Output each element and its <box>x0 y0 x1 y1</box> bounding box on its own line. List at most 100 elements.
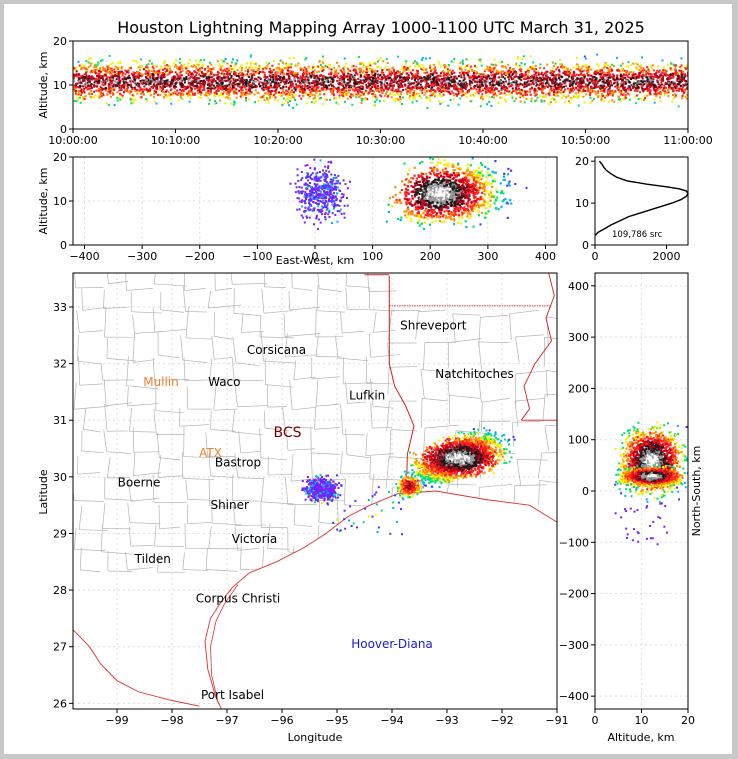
time-height-source <box>190 82 193 85</box>
time-height-source <box>635 102 638 105</box>
time-height-source <box>398 74 401 77</box>
time-height-source <box>281 90 284 93</box>
time-height-source <box>481 82 484 85</box>
time-height-source <box>109 92 112 95</box>
time-height-source <box>74 84 77 87</box>
time-height-source <box>505 94 508 97</box>
time-height-source <box>197 69 200 72</box>
time-height-source <box>152 87 154 89</box>
time-height-source <box>650 65 652 68</box>
time-height-source <box>475 71 478 74</box>
time-height-source <box>487 75 490 78</box>
time-height-source <box>223 60 226 63</box>
time-height-source <box>489 91 491 94</box>
time-height-source <box>266 76 269 79</box>
time-height-source <box>457 87 460 90</box>
time-height-source <box>576 88 579 91</box>
time-height-source <box>551 82 554 85</box>
time-height-source <box>343 78 345 81</box>
time-height-source <box>125 81 128 84</box>
time-height-source <box>309 91 312 94</box>
time-height-source <box>281 76 284 79</box>
time-height-source <box>293 78 296 80</box>
time-height-source <box>341 88 344 91</box>
time-height-source <box>227 96 230 99</box>
time-height-source <box>405 60 408 63</box>
time-height-source <box>511 74 514 77</box>
time-height-source <box>311 93 314 96</box>
time-height-source <box>278 84 281 87</box>
time-height-source <box>590 68 593 71</box>
time-height-source <box>309 74 312 77</box>
time-height-source <box>305 92 308 95</box>
time-height-source <box>98 80 101 83</box>
time-height-source <box>343 65 346 68</box>
time-height-source <box>527 80 530 83</box>
time-height-source <box>684 88 687 91</box>
time-height-source <box>199 65 202 68</box>
time-height-source <box>178 81 181 84</box>
time-height-source <box>322 61 325 64</box>
time-height-source <box>264 86 267 89</box>
time-height-source <box>488 66 491 69</box>
time-height-source <box>591 99 594 102</box>
time-height-source <box>97 89 100 92</box>
time-height-source <box>333 70 336 73</box>
time-height-source <box>491 67 494 70</box>
time-height-source <box>615 77 618 80</box>
time-height-source <box>601 85 604 88</box>
time-height-source <box>250 78 253 81</box>
time-height-source <box>453 75 456 78</box>
time-height-source <box>341 92 344 95</box>
time-height-source <box>592 81 595 84</box>
time-height-source <box>136 89 138 91</box>
time-height-source <box>608 87 611 90</box>
time-height-source <box>239 86 242 89</box>
time-height-source <box>565 71 568 74</box>
time-height-source <box>361 97 364 100</box>
time-height-source <box>99 70 102 73</box>
time-height-source <box>541 84 544 86</box>
time-height-source <box>677 88 679 91</box>
time-height-source <box>77 92 80 95</box>
time-height-source <box>219 69 222 71</box>
time-height-source <box>607 83 610 85</box>
time-height-source <box>486 80 489 83</box>
time-height-source <box>287 91 290 94</box>
time-height-source <box>113 68 116 71</box>
time-height-source <box>621 85 624 88</box>
time-height-source <box>231 84 234 87</box>
time-height-source <box>194 66 197 68</box>
time-height-source <box>430 73 432 76</box>
time-height-source <box>662 87 665 90</box>
time-height-source <box>198 89 201 92</box>
time-height-source <box>115 73 118 75</box>
time-height-source <box>558 70 561 73</box>
time-height-source <box>415 69 418 72</box>
time-height-source <box>353 77 356 80</box>
time-height-source <box>407 77 410 79</box>
time-height-source <box>393 77 395 80</box>
time-height-source <box>517 85 520 88</box>
time-height-source <box>492 96 495 99</box>
time-height-source <box>641 69 644 72</box>
time-height-source <box>616 81 619 84</box>
time-height-source <box>218 66 221 69</box>
time-height-source <box>372 77 374 79</box>
time-height-source <box>661 75 664 78</box>
time-height-source <box>642 87 645 90</box>
time-height-source <box>613 65 616 67</box>
time-height-source <box>381 91 384 94</box>
time-height-source <box>272 75 275 78</box>
time-height-source <box>520 62 523 64</box>
time-height-source <box>614 81 617 84</box>
time-height-source <box>452 98 455 101</box>
time-height-source <box>504 86 507 89</box>
time-height-source <box>296 71 299 74</box>
time-height-source <box>153 64 156 67</box>
time-height-source <box>85 86 87 89</box>
time-height-source <box>210 71 212 74</box>
time-height-source <box>577 96 580 99</box>
time-height-source <box>271 76 274 79</box>
time-height-source <box>356 90 359 93</box>
